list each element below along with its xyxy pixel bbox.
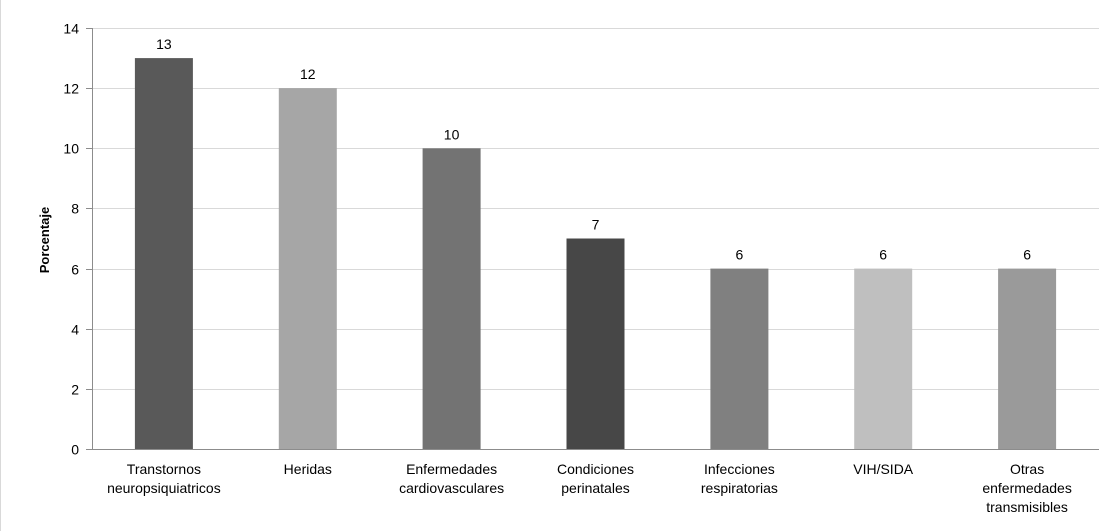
y-tick-label: 12: [63, 81, 79, 97]
x-tick-label: Otras: [1010, 461, 1044, 477]
y-tick-label: 4: [71, 322, 79, 338]
y-tick-label: 0: [71, 442, 79, 458]
x-tick-label: Transtornos: [127, 461, 201, 477]
labels: 0 2 4 6 8 10 12 14 13 Transtornos neuropsiquiatric…: [63, 21, 1071, 516]
y-tick-label: 10: [63, 141, 79, 157]
y-tick-label: 8: [71, 201, 79, 217]
x-tick-label: neuropsiquiatricos: [107, 480, 221, 496]
data-label: 7: [592, 217, 600, 233]
x-tick-label: Condiciones: [557, 461, 634, 477]
data-label: 6: [879, 247, 887, 263]
y-tick-label: 14: [63, 21, 79, 37]
x-tick-label: Heridas: [284, 461, 332, 477]
bar: [134, 58, 193, 449]
bars: [134, 58, 1057, 450]
x-tick-label: Infecciones: [704, 461, 775, 477]
y-tick-label: 2: [71, 382, 79, 398]
bar: [566, 238, 625, 449]
x-tick-label: transmisibles: [986, 499, 1068, 515]
x-tick-label: enfermedades: [982, 480, 1072, 496]
bar: [854, 268, 913, 449]
bar: [422, 148, 481, 450]
x-tick-label: respiratorias: [701, 480, 778, 496]
y-axis-title: Porcentaje: [37, 207, 52, 273]
bar: [998, 268, 1057, 449]
x-tick-label: perinatales: [561, 480, 630, 496]
data-label: 10: [444, 126, 460, 142]
bar: [278, 88, 337, 449]
x-tick-label: cardiovasculares: [399, 480, 504, 496]
data-label: 12: [300, 66, 316, 82]
bar: [710, 268, 769, 449]
data-label: 6: [736, 247, 744, 263]
y-tick-label: 6: [71, 262, 79, 278]
data-label: 13: [156, 36, 172, 52]
x-tick-label: VIH/SIDA: [853, 461, 914, 477]
data-label: 6: [1023, 247, 1031, 263]
axes: [86, 28, 1099, 450]
x-tick-label: Enfermedades: [406, 461, 497, 477]
